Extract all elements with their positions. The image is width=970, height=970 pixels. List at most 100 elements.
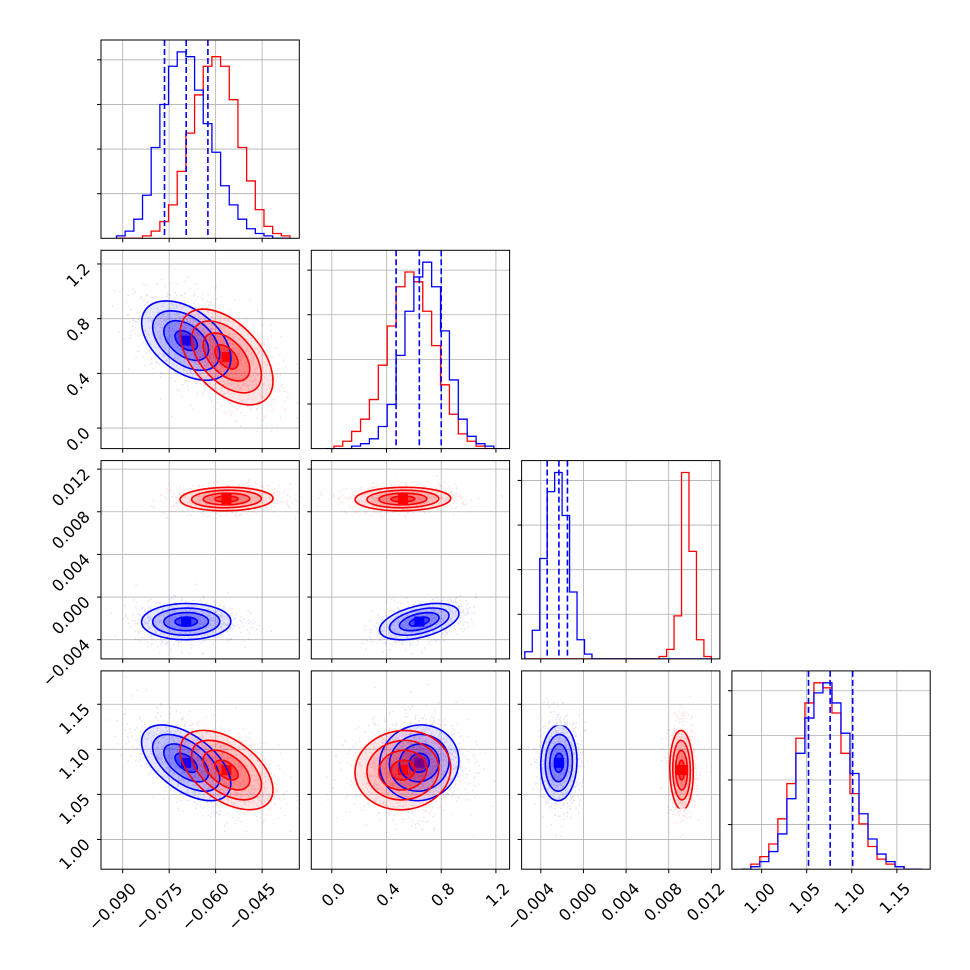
y-tick-label: 0.0 (62, 423, 93, 454)
histogram-series-a (741, 682, 923, 870)
panel-frame (521, 460, 721, 660)
y-tick-label: 0.012 (48, 465, 94, 511)
contour-series-a (378, 602, 460, 641)
panel-frame (310, 670, 511, 870)
y-tick-label: 0.4 (62, 369, 93, 400)
contour-series-a (163, 611, 210, 632)
contour-series-b (378, 749, 428, 791)
density-peak (414, 616, 425, 627)
y-tick-label: 1.05 (55, 790, 94, 829)
contour-series-b (179, 308, 274, 406)
x-tick-label: −0.060 (178, 879, 233, 934)
contour-series-a (151, 733, 221, 793)
histogram-series-a (524, 471, 712, 659)
density-peak (221, 765, 232, 776)
x-tick-label: 0.4 (372, 879, 403, 910)
contour-series-a (548, 743, 569, 783)
histogram-series-b (116, 56, 291, 239)
x-tick-label: 1.05 (785, 879, 824, 918)
contour-series-a (388, 607, 450, 637)
panel-frame (100, 670, 300, 870)
x-tick-label: 0.000 (555, 879, 601, 925)
contour-series-b (390, 759, 416, 781)
panel-frame (100, 249, 300, 450)
contour-series-b (354, 729, 452, 811)
contour-series-b (390, 495, 416, 503)
density-peak (181, 616, 192, 627)
x-tick-label: 1.00 (740, 879, 779, 918)
contour-series-a (163, 743, 210, 783)
density-peak (414, 757, 425, 768)
contour-series-b (378, 492, 428, 506)
x-tick-label: −0.004 (503, 879, 558, 934)
contour-series-b (190, 320, 263, 394)
contour-series-b (190, 739, 263, 801)
y-tick-label: 0.008 (48, 507, 94, 553)
contour-series-a (174, 616, 199, 627)
x-tick-label: 1.15 (876, 879, 915, 918)
contour-series-b (214, 495, 239, 503)
histogram-series-b (741, 682, 923, 870)
contour-series-b (214, 759, 239, 781)
contour-series-b (202, 492, 251, 506)
contour-series-b (179, 486, 274, 512)
contour-series-b (677, 759, 686, 781)
y-tick-label: 0.000 (48, 592, 94, 638)
density-peak (221, 493, 232, 504)
contour-series-a (398, 611, 440, 632)
density-peak (181, 335, 192, 346)
y-tick-label: 1.15 (55, 700, 94, 739)
x-tick-label: 0.0 (318, 879, 349, 910)
contour-series-b (202, 749, 251, 791)
x-tick-label: 1.2 (482, 879, 513, 910)
x-tick-label: 0.012 (683, 879, 729, 925)
panel-frame (310, 249, 511, 450)
density-peak (397, 493, 408, 504)
y-tick-label: 1.2 (62, 259, 93, 290)
panel-frame (731, 670, 931, 870)
density-peak (181, 757, 192, 768)
contour-series-b (671, 739, 692, 801)
grid-layer (101, 40, 931, 870)
histogram-series-a (324, 261, 503, 449)
y-tick-label: 0.004 (48, 550, 94, 596)
x-tick-label: 1.10 (830, 879, 869, 918)
x-tick-label: −0.075 (131, 879, 186, 934)
y-tick-label: −0.004 (39, 635, 94, 690)
contour-series-b (366, 489, 440, 509)
contour-series-a (140, 602, 232, 641)
density-peak (221, 351, 232, 362)
contour-series-a (151, 607, 221, 637)
contour-series-a (553, 752, 565, 774)
contour-series-a (544, 733, 574, 793)
panel-frame (100, 460, 300, 660)
panel-frame (310, 460, 511, 660)
contour-series-a (140, 300, 232, 382)
x-tick-label: −0.045 (224, 879, 279, 934)
x-tick-label: 0.004 (598, 879, 644, 925)
contour-layer (140, 300, 695, 811)
histogram-series-a (115, 51, 291, 239)
histogram-series-b (324, 271, 503, 449)
y-tick-label: 0.8 (62, 314, 93, 345)
axes-frame-layer (97, 39, 931, 874)
contour-series-a (398, 743, 440, 783)
density-peak (553, 757, 564, 768)
contour-series-b (674, 749, 689, 791)
x-tick-label: 0.008 (640, 879, 686, 925)
contour-series-b (214, 344, 239, 370)
panel-frame (521, 670, 721, 870)
contour-series-b (366, 739, 440, 801)
contour-series-a (408, 752, 430, 774)
contour-series-b (202, 332, 251, 382)
contour-series-b (354, 486, 452, 512)
contour-series-a (408, 616, 430, 627)
density-peak (676, 765, 687, 776)
contour-series-a (378, 724, 460, 802)
y-tick-label: 1.10 (55, 745, 94, 784)
contour-series-b (190, 489, 263, 509)
x-tick-label: 0.8 (427, 879, 458, 910)
contour-series-b (179, 729, 274, 811)
density-peak (397, 765, 408, 776)
